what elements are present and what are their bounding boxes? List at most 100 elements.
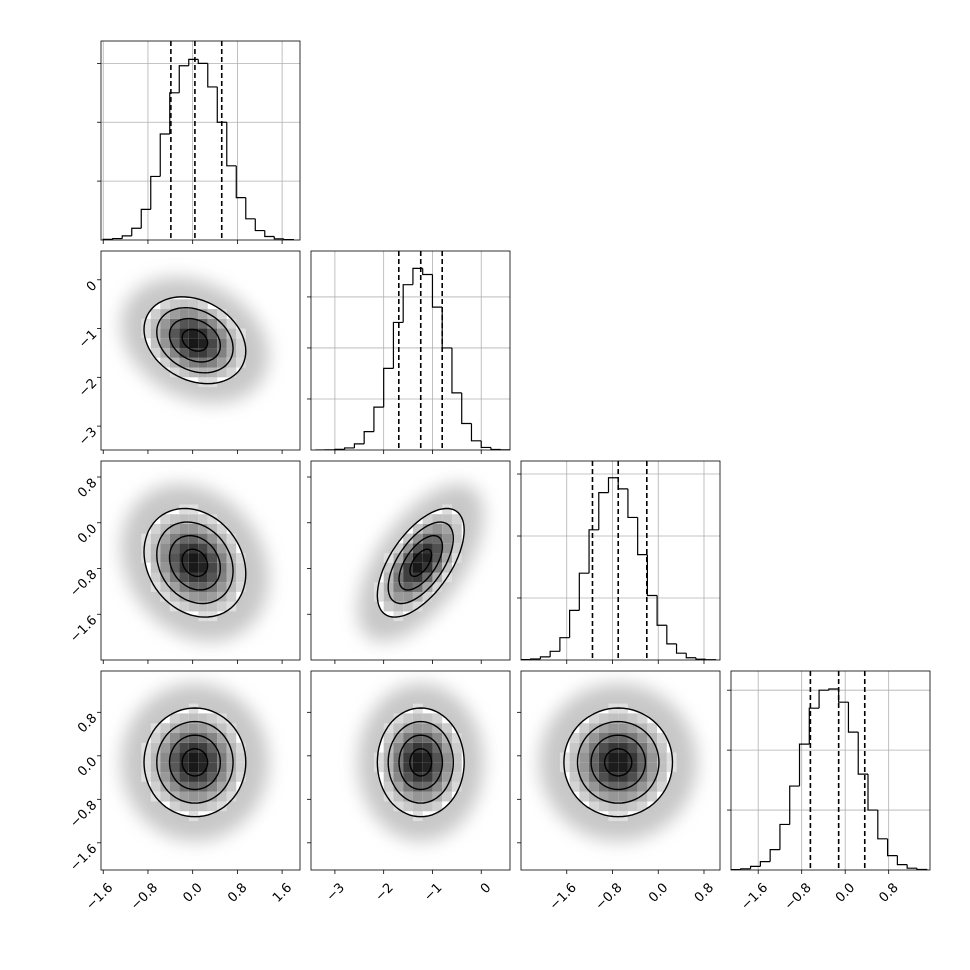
density-cell [373, 762, 384, 773]
contour [181, 748, 209, 777]
density-cell [598, 713, 609, 724]
density-cell [160, 572, 170, 583]
density-cell [226, 791, 237, 802]
density-cell [422, 791, 433, 802]
density-cell [198, 338, 208, 349]
panel: −3 −2 −1 0 [76, 250, 301, 454]
histogram-bin [121, 235, 132, 239]
density-cell [198, 611, 208, 622]
histogram-bin [383, 367, 394, 408]
density-cell [179, 572, 189, 583]
density-cell [422, 742, 433, 753]
histogram-bin [749, 865, 761, 869]
panel-content [521, 461, 720, 660]
contour [156, 720, 234, 804]
density-cell [207, 772, 218, 782]
histogram-bin [740, 868, 751, 870]
density-cell [188, 772, 199, 782]
panel-frame [520, 460, 721, 661]
density-cell [150, 732, 161, 743]
histogram-bin [617, 477, 628, 490]
density-cell [150, 762, 161, 773]
histogram-bin [373, 406, 384, 432]
density-cell [432, 553, 443, 563]
histogram-bin [363, 431, 374, 444]
histogram-bin [178, 65, 189, 93]
density-cell [657, 781, 667, 792]
density-cell [403, 723, 413, 733]
density-cell [403, 543, 413, 554]
density-cell [226, 328, 237, 339]
density-cell [236, 742, 246, 753]
density-cell [169, 591, 180, 602]
panel-frame [100, 460, 301, 661]
density-cell [217, 582, 227, 592]
density-cell [451, 762, 462, 773]
contour [143, 707, 247, 818]
density-cell [169, 713, 180, 724]
density-cell [403, 533, 413, 544]
x-tick-label: −1 [421, 880, 445, 904]
density-cell [160, 338, 170, 349]
density-cell [169, 338, 180, 349]
density-cell [647, 762, 658, 773]
density-cell [608, 772, 619, 782]
density-cell [432, 533, 443, 544]
histogram-bin [392, 321, 404, 369]
density-cell [412, 752, 423, 763]
density-cell [618, 723, 628, 733]
y-tick-label: −0.8 [67, 567, 100, 600]
density-cell [217, 772, 227, 782]
contour [376, 707, 465, 818]
histogram-bin [675, 643, 687, 654]
density-cell [627, 762, 638, 773]
contour [398, 534, 444, 591]
density-cell [383, 772, 394, 782]
density-cell [442, 523, 452, 534]
panel-content [101, 41, 300, 240]
density-cell [403, 572, 413, 583]
density-cell [442, 742, 452, 753]
contour [168, 317, 222, 363]
density-cell [188, 591, 199, 602]
density-cell [236, 572, 246, 583]
y-tick-label: 0.0 [75, 755, 100, 780]
histogram-bin [588, 529, 599, 574]
density-cell [188, 801, 199, 812]
density-cell [150, 562, 161, 573]
density-cell [393, 732, 404, 743]
density-cell [403, 762, 413, 773]
density-cell [188, 572, 199, 583]
density-cell [647, 781, 658, 792]
density-cell [160, 523, 170, 534]
contour [576, 720, 660, 804]
density-cell [169, 732, 180, 743]
density-cell [432, 582, 443, 592]
density-cell [160, 791, 170, 802]
density-cell [412, 523, 423, 534]
density-cell [637, 723, 648, 733]
contour [563, 707, 674, 818]
density-cell [393, 553, 404, 563]
density-cell [647, 742, 658, 753]
density-cell [179, 543, 189, 554]
density-cell [589, 772, 599, 782]
density-cell [217, 553, 227, 563]
density-cell [226, 752, 237, 763]
density-cell [198, 299, 208, 310]
panel-content [357, 683, 484, 842]
density-cell [569, 781, 580, 792]
contour [181, 548, 209, 578]
density-cell [451, 543, 462, 554]
density-cell [403, 713, 413, 724]
density-cell [226, 562, 237, 573]
density-cell [188, 348, 199, 358]
density-cell [383, 742, 394, 753]
density-cell [579, 772, 590, 782]
density-cell [160, 591, 170, 602]
density-cell [422, 591, 433, 602]
density-cell [207, 357, 218, 368]
density-cell [160, 299, 170, 310]
density-cell [412, 723, 423, 733]
